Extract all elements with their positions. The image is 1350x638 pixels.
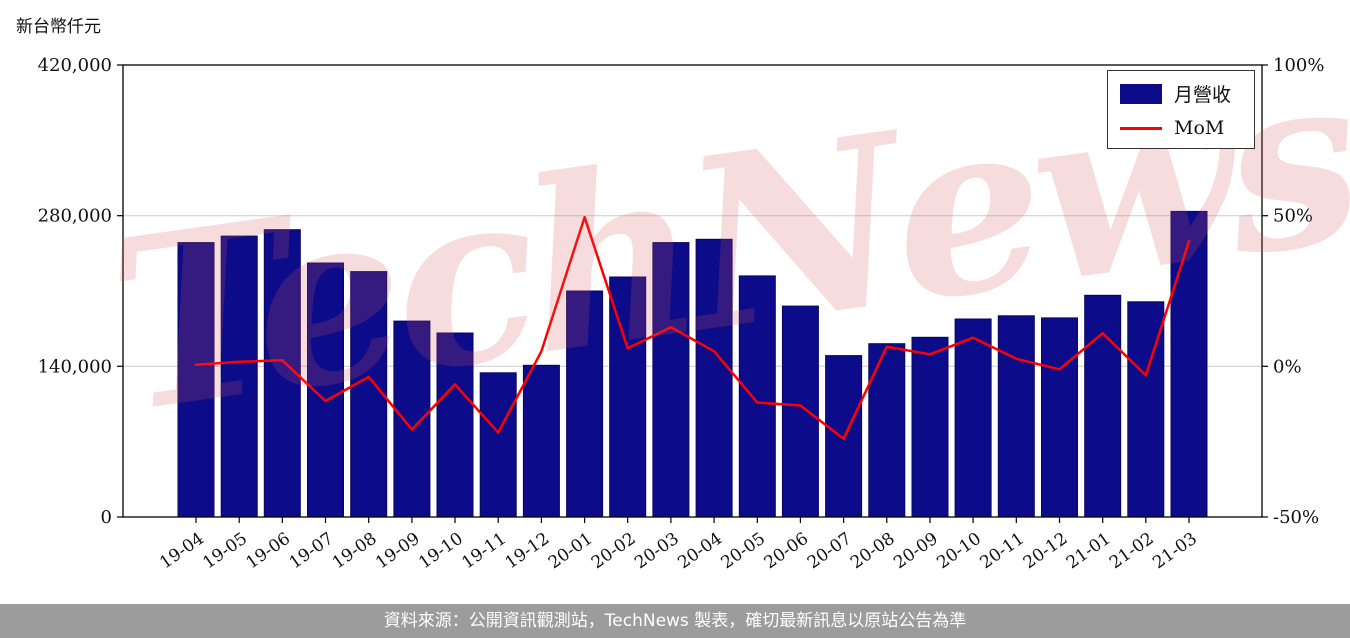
- revenue-bar: [522, 364, 560, 518]
- right-axis-tick-label: 0%: [1273, 356, 1302, 377]
- revenue-bar: [479, 372, 517, 518]
- x-axis-tick-label: 20-06: [761, 529, 813, 573]
- left-axis-unit-label: 新台幣仟元: [16, 17, 101, 37]
- revenue-bar: [220, 235, 258, 518]
- x-axis-tick-label: 20-09: [890, 529, 942, 573]
- mom-line: [194, 215, 1191, 440]
- revenue-swatch-icon: [1120, 83, 1162, 104]
- revenue-bar: [566, 290, 604, 518]
- legend-mom-label: MoM: [1174, 117, 1225, 139]
- x-axis-tick-label: 19-07: [286, 529, 338, 573]
- revenue-bar: [997, 315, 1035, 518]
- x-axis-tick-label: 19-05: [199, 529, 251, 573]
- revenue-bar: [1170, 210, 1208, 518]
- x-axis-tick-label: 20-02: [588, 529, 640, 573]
- revenue-bar: [177, 242, 215, 518]
- x-axis-tick-label: 20-12: [1020, 529, 1072, 573]
- x-axis-tick-label: 20-03: [631, 529, 683, 573]
- x-axis-tick-label: 20-08: [847, 529, 899, 573]
- x-axis-tick-label: 19-08: [329, 529, 381, 573]
- right-axis-tick-label: 50%: [1273, 206, 1313, 227]
- revenue-bar: [609, 276, 647, 518]
- x-axis-tick-label: 21-03: [1149, 529, 1201, 573]
- legend-entry-revenue: 月營收: [1120, 80, 1242, 107]
- legend-entry-mom: MoM: [1120, 117, 1242, 139]
- revenue-bar: [954, 318, 992, 518]
- right-axis-tick-label: -50%: [1273, 507, 1319, 528]
- x-axis-tick-label: 19-04: [156, 529, 208, 573]
- revenue-bar: [825, 355, 863, 518]
- revenue-bar: [1041, 317, 1078, 518]
- legend-revenue-label: 月營收: [1174, 84, 1232, 106]
- revenue-bar: [868, 343, 906, 518]
- chart-legend: 月營收 MoM: [1107, 70, 1255, 149]
- y-axis-tick-label: 420,000: [38, 55, 112, 76]
- plot-frame: [122, 64, 1263, 518]
- revenue-bar: [436, 332, 474, 518]
- x-axis-tick-label: 19-11: [458, 529, 510, 573]
- y-axis-tick-label: 0: [101, 507, 112, 528]
- x-axis-tick-label: 19-09: [372, 529, 424, 573]
- right-axis-tick-label: 100%: [1273, 55, 1324, 76]
- x-axis-tick-label: 19-06: [243, 529, 295, 573]
- revenue-bar: [393, 320, 431, 518]
- x-axis-tick-label: 20-07: [804, 529, 856, 573]
- chart-canvas: 0 140,000 280,000 420,000 -50% 0% 50% 100% 19-04…: [38, 55, 1325, 573]
- revenue-bar: [781, 305, 819, 518]
- revenue-bar: [738, 275, 776, 518]
- revenue-bar: [695, 238, 733, 518]
- x-axis-tick-label: 19-12: [502, 529, 554, 573]
- revenue-mom-chart: 0 140,000 280,000 420,000 -50% 0% 50% 100% 19-04…: [38, 55, 1325, 573]
- x-axis-tick-label: 20-11: [977, 529, 1029, 573]
- x-axis-tick-label: 20-05: [718, 529, 770, 573]
- x-axis-tick-label: 21-01: [1063, 529, 1115, 573]
- revenue-bar: [350, 271, 388, 518]
- source-attribution-bar: 資料來源：公開資訊觀測站，TechNews 製表，確切最新訊息以原站公告為準: [0, 604, 1350, 638]
- mom-line-swatch-icon: [1120, 126, 1162, 130]
- y-axis-tick-label: 140,000: [38, 356, 112, 377]
- revenue-bar: [263, 229, 301, 518]
- x-axis-tick-label: 20-10: [933, 529, 985, 573]
- x-axis-tick-label: 20-04: [674, 529, 726, 573]
- revenue-bar: [652, 242, 690, 518]
- x-axis-tick-label: 21-02: [1106, 529, 1158, 573]
- x-axis-tick-label: 19-10: [415, 529, 467, 573]
- revenue-bar: [1084, 294, 1122, 518]
- x-axis-tick-label: 20-01: [545, 529, 597, 573]
- revenue-bar: [911, 336, 949, 518]
- y-axis-tick-label: 280,000: [38, 206, 112, 227]
